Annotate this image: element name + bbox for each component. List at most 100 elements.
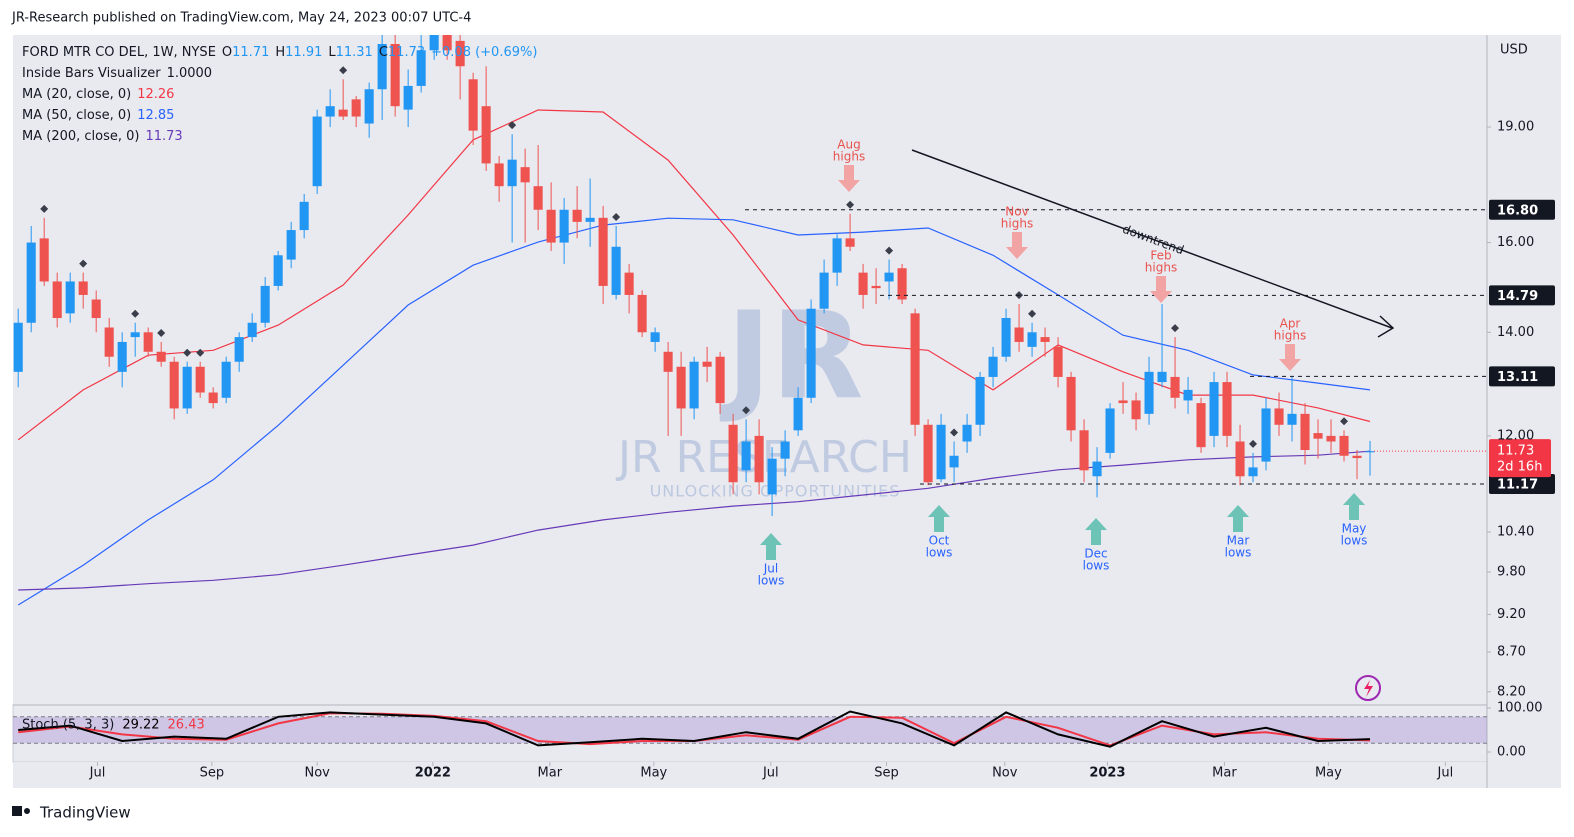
stoch-name: Stoch (5, 3, 3) bbox=[22, 718, 114, 733]
candle-body bbox=[1313, 433, 1323, 439]
annotation-text: Mar bbox=[1227, 534, 1250, 548]
candle-body bbox=[1300, 413, 1310, 451]
candle-body bbox=[897, 268, 907, 300]
candle-body bbox=[962, 424, 972, 442]
ma-line bbox=[17, 109, 1371, 441]
y-tick-label: 14.00 bbox=[1497, 325, 1534, 340]
candle-body bbox=[273, 255, 283, 286]
symbol: FORD MTR CO DEL, 1W, NYSE bbox=[22, 45, 216, 60]
tv-logo bbox=[12, 806, 22, 816]
candle-body bbox=[455, 40, 465, 67]
candle-body bbox=[572, 209, 582, 222]
ma-name: MA (20, close, 0) bbox=[22, 87, 132, 102]
stoch-d-value: 26.43 bbox=[168, 718, 205, 733]
legend-ohlc: FORD MTR CO DEL, 1W, NYSE O11.71 H11.91 L1… bbox=[22, 42, 537, 63]
annotation-arrow bbox=[1006, 232, 1028, 259]
level-label-box bbox=[1489, 199, 1555, 220]
candle-body bbox=[715, 356, 725, 404]
candle-body bbox=[312, 116, 322, 187]
stoch-tick-label: 0.00 bbox=[1497, 745, 1526, 760]
annotation-arrow bbox=[1343, 493, 1365, 520]
candle-body bbox=[676, 366, 686, 409]
candle-body bbox=[546, 209, 556, 243]
annotation-text: lows bbox=[1225, 546, 1252, 560]
candle-body bbox=[923, 424, 933, 483]
candle-body bbox=[767, 458, 777, 495]
candle-body bbox=[1365, 451, 1375, 453]
countdown: 2d 16h bbox=[1497, 460, 1542, 475]
candle-body bbox=[1131, 400, 1141, 420]
ohlc-item: L11.31 bbox=[328, 42, 372, 63]
candle-body bbox=[390, 44, 400, 107]
footer: TradingView bbox=[39, 804, 131, 822]
inside-bar-marker bbox=[1249, 439, 1258, 448]
legend-study: Inside Bars Visualizer 1.0000 bbox=[22, 63, 537, 84]
annotation-text: lows bbox=[926, 546, 953, 560]
x-tick-label: Jul bbox=[1437, 766, 1454, 781]
x-tick-label: Mar bbox=[1212, 766, 1237, 781]
price-axis bbox=[1487, 35, 1561, 762]
candle-body bbox=[221, 361, 231, 398]
candle-body bbox=[195, 366, 205, 393]
candle-body bbox=[1105, 408, 1115, 453]
candle-body bbox=[1066, 376, 1076, 431]
candle-body bbox=[143, 332, 153, 352]
candle-body bbox=[1001, 318, 1011, 357]
candle-body bbox=[858, 272, 868, 295]
candle-body bbox=[1183, 389, 1193, 401]
y-tick-label: 16.00 bbox=[1497, 235, 1534, 250]
inside-bar-marker bbox=[40, 204, 49, 213]
ma-line bbox=[18, 450, 1371, 591]
y-tick-label: 8.20 bbox=[1497, 684, 1526, 699]
candle-body bbox=[78, 281, 88, 295]
annotation-text: lows bbox=[1341, 534, 1368, 548]
annotation-text: highs bbox=[833, 150, 865, 164]
candle-body bbox=[260, 285, 270, 323]
inside-bar-marker bbox=[612, 212, 621, 221]
x-tick-label: Nov bbox=[992, 766, 1018, 781]
annotation-text: Nov bbox=[1005, 205, 1028, 219]
candle-body bbox=[663, 351, 673, 372]
ohlc-item: H11.91 bbox=[275, 42, 322, 63]
trend-line bbox=[911, 149, 1393, 329]
candle-body bbox=[130, 332, 140, 338]
ohlc-value: 11.31 bbox=[335, 45, 373, 60]
level-label: 16.80 bbox=[1497, 203, 1538, 218]
x-tick-label: Nov bbox=[304, 766, 330, 781]
candle-body bbox=[91, 299, 101, 319]
annotation-text: lows bbox=[758, 574, 785, 588]
candle-body bbox=[624, 272, 634, 295]
y-tick-label: 8.70 bbox=[1497, 644, 1526, 659]
level-label-box bbox=[1489, 285, 1555, 306]
annotation-arrow bbox=[1150, 276, 1172, 303]
inside-bar-marker bbox=[508, 121, 517, 130]
candle-body bbox=[884, 272, 894, 282]
candle-body bbox=[481, 106, 491, 164]
candle-body bbox=[208, 392, 218, 404]
y-tick-label: 12.00 bbox=[1497, 428, 1534, 443]
candle-body bbox=[585, 217, 595, 222]
candle-body bbox=[1092, 461, 1102, 477]
ma-name: MA (200, close, 0) bbox=[22, 129, 140, 144]
annotation-arrow bbox=[838, 165, 860, 192]
candle-body bbox=[819, 272, 829, 309]
alert-icon[interactable] bbox=[1355, 675, 1381, 701]
candle-body bbox=[910, 313, 920, 425]
annotation-text: May bbox=[1342, 522, 1367, 536]
x-tick-label: Sep bbox=[200, 766, 225, 781]
annotation-arrow bbox=[1279, 344, 1301, 371]
candle-body bbox=[650, 332, 660, 342]
header: JR-Research published on TradingView.com… bbox=[11, 11, 471, 26]
annotation-arrow bbox=[1085, 518, 1107, 545]
candle-body bbox=[1222, 382, 1232, 436]
candle-body bbox=[286, 230, 296, 260]
currency: USD bbox=[1500, 43, 1528, 58]
candle-body bbox=[1235, 441, 1245, 477]
study-value: 1.0000 bbox=[166, 66, 213, 81]
candle-body bbox=[442, 35, 452, 51]
legend-ma: MA (20, close, 0) 12.26 bbox=[22, 84, 537, 105]
candle-body bbox=[117, 341, 127, 372]
candle-body bbox=[468, 79, 478, 131]
candle-body bbox=[234, 337, 244, 362]
annotation-text: Dec bbox=[1084, 547, 1107, 561]
